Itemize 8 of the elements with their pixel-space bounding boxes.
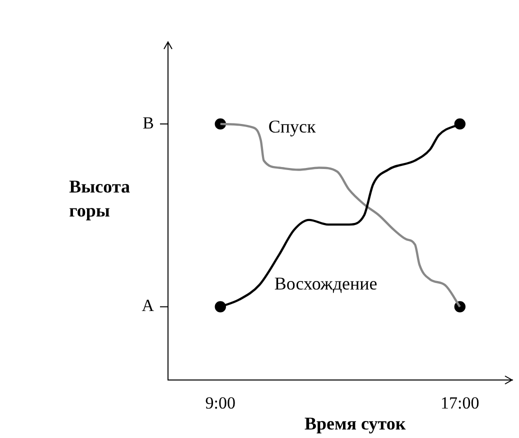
series-label: Спуск: [268, 116, 316, 136]
x-tick-label: 9:00: [205, 394, 236, 413]
y-axis-title: Высота горы: [69, 176, 130, 221]
x-axis-title: Время суток: [304, 414, 406, 434]
x-tick-label: 17:00: [440, 394, 480, 413]
series-label: Восхождение: [274, 274, 378, 294]
ref-line-label: B: [142, 113, 154, 132]
ref-line-label: A: [142, 296, 155, 316]
